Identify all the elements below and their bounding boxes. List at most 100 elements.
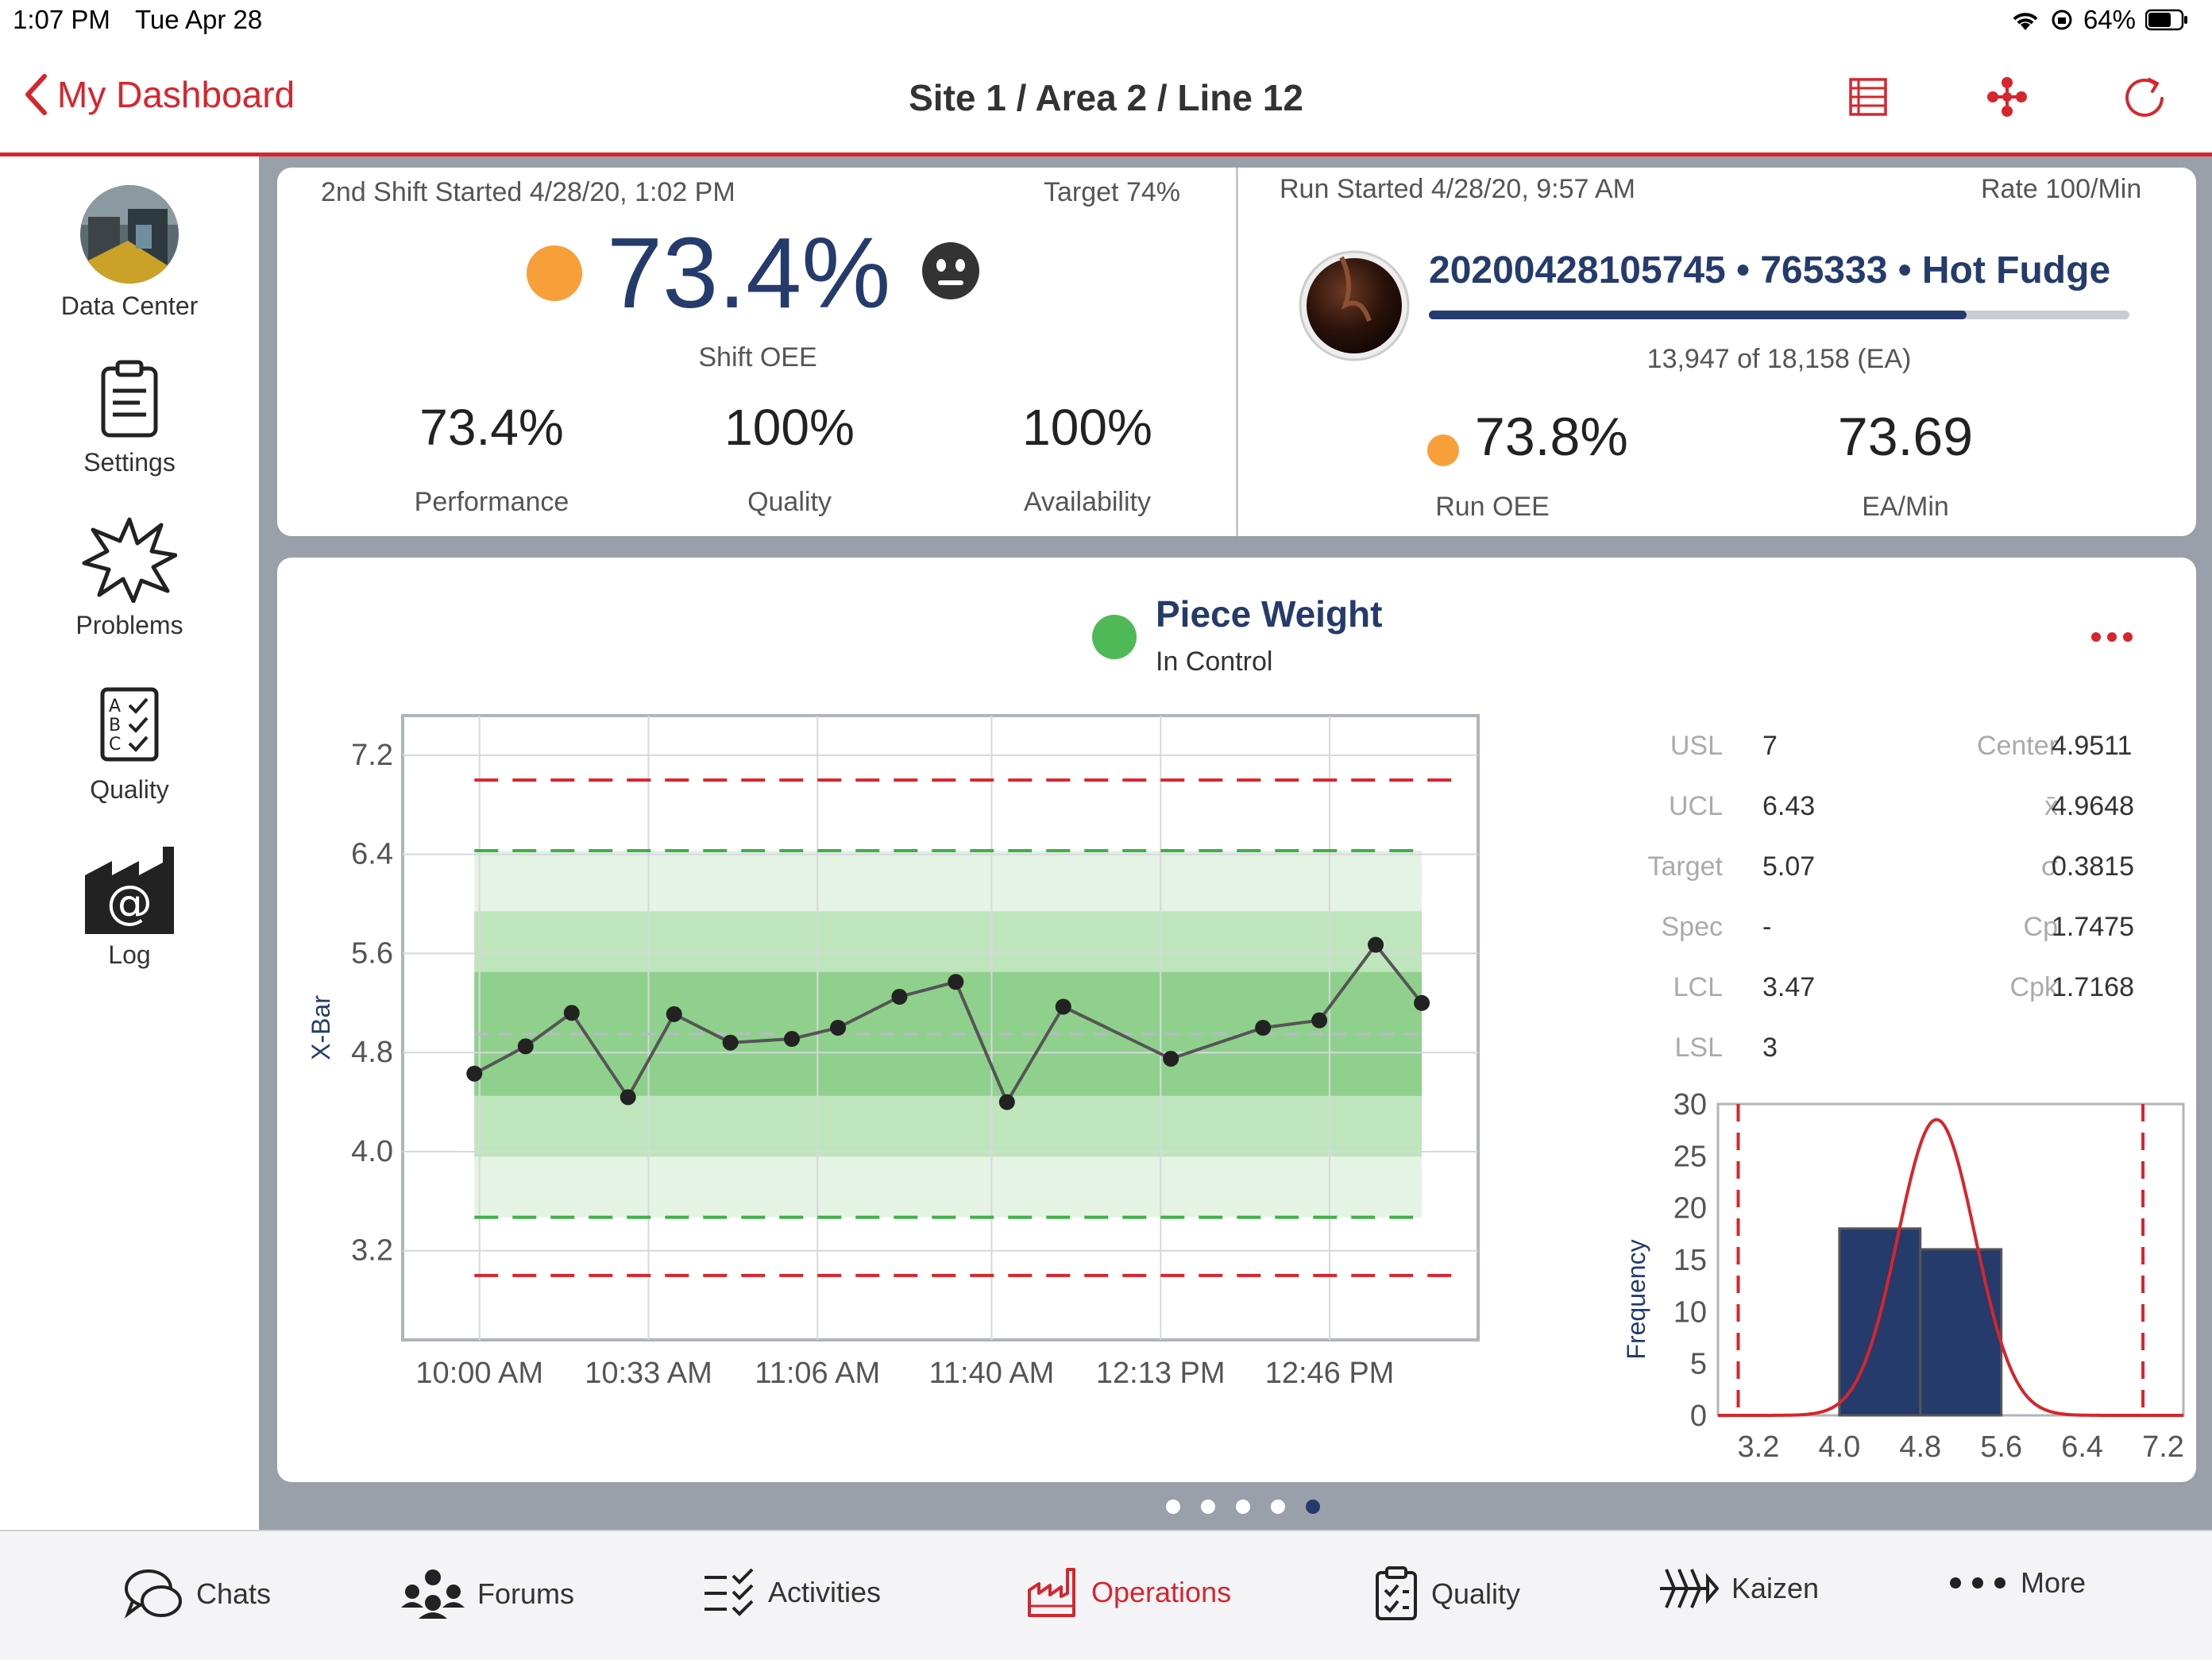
x-tick-label: 11:06 AM — [755, 1357, 880, 1390]
shift-status-dot — [527, 245, 582, 301]
page-dot[interactable] — [1201, 1500, 1215, 1514]
stat-value: 3.47 — [1762, 972, 1816, 1002]
battery-percent: 64% — [2083, 5, 2136, 34]
stat-value: 6.43 — [1762, 791, 1816, 821]
xbar-point — [722, 1034, 739, 1051]
tab-label: Quality — [1431, 1577, 1521, 1610]
svg-text:A: A — [109, 697, 121, 716]
tab-operations[interactable]: Operations — [1026, 1566, 1231, 1619]
svg-text:B: B — [109, 716, 121, 735]
factory-chart-icon — [1028, 1568, 1075, 1617]
x-tick-label: 3.2 — [1738, 1430, 1780, 1464]
tab-forums[interactable]: Forums — [401, 1566, 574, 1622]
y-tick-label: 3.2 — [351, 1234, 393, 1268]
sidebar-item-data-center[interactable]: Data Center — [0, 185, 259, 321]
ellipsis-icon — [1950, 1577, 2005, 1589]
battery-icon — [2145, 9, 2187, 31]
tab-label: Activities — [768, 1576, 882, 1608]
xbar-point — [1368, 936, 1384, 953]
sidebar-item-log[interactable]: @ Log — [0, 844, 259, 970]
status-date: Tue Apr 28 — [135, 5, 263, 34]
clipboard-icon — [101, 360, 158, 438]
stat-label: UCL — [1668, 791, 1723, 821]
y-tick-label: 20 — [1673, 1192, 1707, 1226]
tab-bar: Chats Forums Activities Operations Quali… — [0, 1530, 2212, 1660]
more-options-icon[interactable] — [2090, 631, 2134, 643]
y-tick-label: 25 — [1673, 1140, 1707, 1173]
x-tick-label: 12:13 PM — [1096, 1357, 1226, 1390]
tab-quality[interactable]: Quality — [1374, 1566, 1520, 1622]
page-dot[interactable] — [1236, 1500, 1250, 1514]
stat-label: x̄ — [2044, 791, 2058, 821]
run-rate: Rate 100/Min — [1981, 174, 2142, 204]
spc-title: Piece Weight — [1156, 593, 1383, 635]
tab-more[interactable]: More — [1948, 1566, 2086, 1600]
xbar-point — [784, 1031, 801, 1048]
sidebar-item-problems[interactable]: Problems — [0, 515, 259, 640]
summary-card: 2nd Shift Started 4/28/20, 1:02 PM Targe… — [277, 168, 2196, 536]
stat-value: 5.07 — [1762, 851, 1816, 882]
list-view-icon[interactable] — [1843, 71, 1894, 122]
card-divider — [1236, 168, 1238, 536]
xbar-point — [1163, 1050, 1179, 1067]
run-oee-value: 73.8% — [1475, 407, 1628, 467]
sidebar-label: Quality — [90, 775, 169, 804]
page-dot[interactable] — [1306, 1500, 1320, 1514]
page-dot[interactable] — [1166, 1500, 1180, 1514]
status-time: 1:07 PM — [13, 5, 110, 34]
svg-text:@: @ — [106, 875, 152, 929]
xbar-point — [1055, 998, 1071, 1015]
product-image — [1299, 250, 1410, 361]
shift-started: 2nd Shift Started 4/28/20, 1:02 PM — [321, 177, 735, 207]
back-button[interactable]: My Dashboard — [24, 73, 295, 116]
y-tick-label: 30 — [1673, 1088, 1707, 1121]
run-progress-track — [1429, 311, 2129, 319]
chevron-left-icon — [25, 74, 47, 115]
spc-status: In Control — [1156, 647, 1273, 677]
xbar-point — [891, 989, 908, 1006]
orientation-lock-icon — [2052, 10, 2072, 30]
run-progress-fill — [1429, 311, 1967, 319]
refresh-icon[interactable] — [2119, 71, 2170, 122]
tab-label: Kaizen — [1731, 1572, 1820, 1604]
run-rate-label: EA/Min — [1862, 492, 1949, 522]
sidebar-label: Log — [108, 940, 151, 969]
xbar-point — [1255, 1020, 1272, 1036]
svg-text:C: C — [109, 735, 121, 755]
stat-value: 4.9511 — [2052, 731, 2133, 761]
tab-chats[interactable]: Chats — [123, 1566, 271, 1622]
spc-card: Piece Weight In Control 7.2 6.4 5.6 4.8 4.0 3… — [277, 558, 2196, 1482]
stat-label: Center — [1976, 731, 2058, 761]
xbar-point — [620, 1089, 636, 1106]
y-axis-label: Frequency — [1622, 1239, 1650, 1359]
x-tick-label: 4.0 — [1818, 1430, 1860, 1464]
tab-activities[interactable]: Activities — [703, 1566, 881, 1619]
tab-label: Chats — [196, 1577, 272, 1610]
hierarchy-icon[interactable] — [1982, 71, 2032, 122]
x-tick-label: 10:33 AM — [585, 1357, 712, 1390]
run-started: Run Started 4/28/20, 9:57 AM — [1280, 174, 1635, 204]
tab-label: More — [2021, 1566, 2087, 1599]
nav-bar: My Dashboard Site 1 / Area 2 / Line 12 — [0, 41, 2212, 156]
xbar-chart: 7.2 6.4 5.6 4.8 4.0 3.2 10:00 AM 10:33 AM 11:06 … — [307, 714, 1480, 1390]
tab-kaizen[interactable]: Kaizen — [1658, 1566, 1819, 1611]
explosion-icon — [82, 517, 177, 603]
availability-label: Availability — [1023, 487, 1151, 517]
x-tick-label: 6.4 — [2061, 1430, 2103, 1464]
stat-value: 1.7475 — [2052, 912, 2134, 942]
y-tick-label: 15 — [1673, 1244, 1707, 1277]
stat-label: Cp — [2023, 912, 2058, 942]
main-content: 2nd Shift Started 4/28/20, 1:02 PM Targe… — [263, 156, 2212, 1530]
sidebar-item-settings[interactable]: Settings — [0, 359, 259, 477]
y-tick-label: 4.0 — [351, 1135, 393, 1168]
x-tick-label: 5.6 — [1980, 1430, 2022, 1464]
group-icon — [401, 1569, 465, 1619]
wifi-icon — [2013, 13, 2038, 30]
spc-status-dot — [1092, 615, 1137, 659]
quality-label: Quality — [747, 487, 832, 517]
run-progress-text: 13,947 of 18,158 (EA) — [1646, 344, 1912, 374]
stat-value: 1.7168 — [2052, 972, 2134, 1002]
page-dot[interactable] — [1271, 1500, 1285, 1514]
